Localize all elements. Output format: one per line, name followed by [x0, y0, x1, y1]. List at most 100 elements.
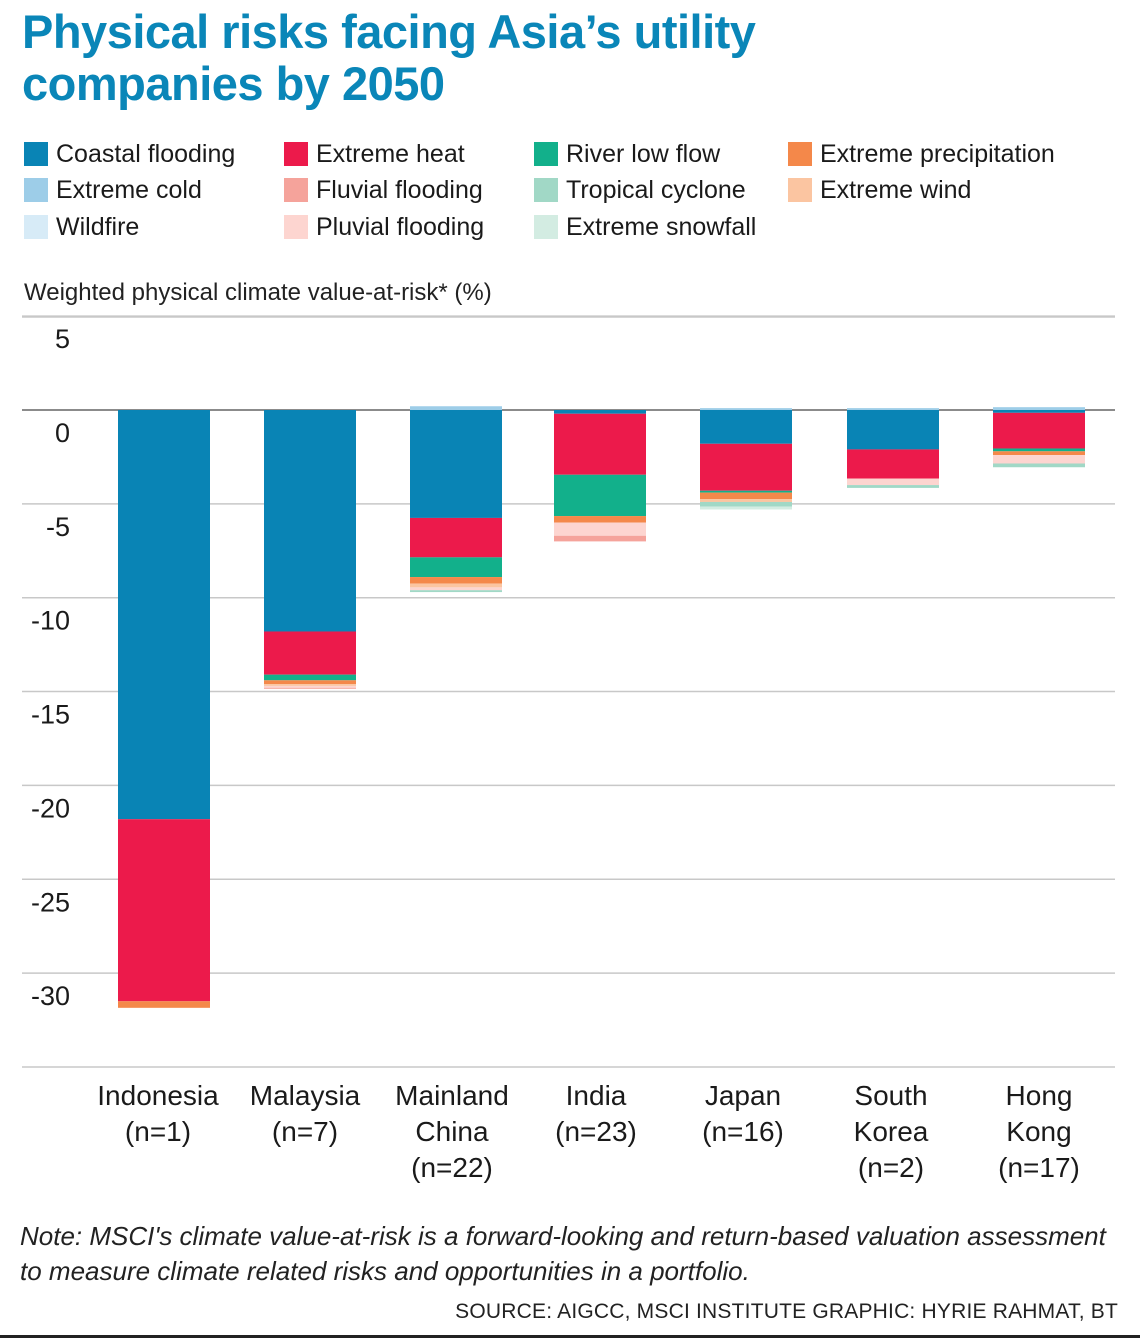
bar-segment-indonesia-extreme-heat — [118, 819, 210, 1002]
bar-segment-hong-kong-river-low-flow — [993, 448, 1085, 452]
legend-label: Tropical cyclone — [566, 175, 746, 204]
bar-segment-japan-extreme-precipitation — [700, 492, 792, 500]
bar-segment-malaysia-coastal-flooding — [264, 410, 356, 632]
chart-title: Physical risks facing Asia’s utility com… — [22, 5, 756, 110]
y-axis-label: Weighted physical climate value-at-risk*… — [24, 279, 492, 306]
legend-swatch — [284, 178, 308, 202]
bar-segment-south-korea-extreme-cold — [847, 408, 939, 410]
bar-segment-south-korea-coastal-flooding — [847, 410, 939, 450]
x-tick-label-line: Indonesia — [97, 1080, 219, 1111]
legend-label: Fluvial flooding — [316, 175, 483, 204]
y-tick-label: -20 — [31, 793, 70, 823]
bar-segment-malaysia-fluvial-flooding — [264, 687, 356, 689]
legend-item-tropical-cyclone: Tropical cyclone — [534, 174, 746, 206]
bar-segment-malaysia-extreme-precipitation — [264, 680, 356, 685]
legend-item-river-low-flow: River low flow — [534, 138, 720, 170]
x-tick-label-line: Malaysia — [249, 1080, 361, 1111]
y-tick-label: 5 — [55, 324, 70, 354]
y-tick-label: -15 — [31, 700, 70, 730]
x-tick-label-indonesia: Indonesia (n=1) — [83, 1078, 233, 1150]
bar-segment-japan-extreme-heat — [700, 443, 792, 491]
x-tick-label-line: India — [565, 1080, 627, 1111]
x-tick-label-malaysia: Malaysia (n=7) — [230, 1078, 380, 1150]
x-axis-labels: Indonesia (n=1) Malaysia (n=7) Mainland China… — [0, 1078, 1140, 1198]
legend-swatch — [788, 142, 812, 166]
source-credit: SOURCE: AIGCC, MSCI INSTITUTE GRAPHIC: H… — [455, 1300, 1118, 1323]
bar-segment-south-korea-pluvial-flooding — [847, 478, 939, 486]
x-tick-label-line: (n=2) — [857, 1152, 925, 1183]
legend-item-extreme-heat: Extreme heat — [284, 138, 465, 170]
bar-segment-south-korea-extreme-heat — [847, 449, 939, 479]
bar-segment-japan-tropical-cyclone — [700, 501, 792, 507]
bar-segment-hong-kong-extreme-cold — [993, 407, 1085, 410]
x-tick-label-line: Mainland — [395, 1080, 509, 1111]
bar-segment-malaysia-pluvial-flooding — [264, 685, 356, 688]
bar-segment-south-korea-tropical-cyclone — [847, 485, 939, 488]
legend-label: Pluvial flooding — [316, 212, 485, 241]
bottom-divider — [0, 1335, 1140, 1338]
bar-segment-mainland-china-extreme-precipitation — [410, 577, 502, 584]
bar-segment-india-extreme-heat — [554, 413, 646, 475]
x-tick-label-japan: Japan (n=16) — [668, 1078, 818, 1150]
legend-label: River low flow — [566, 139, 721, 168]
bar-segment-mainland-china-extreme-wind — [410, 583, 502, 588]
legend-item-extreme-precipitation: Extreme precipitation — [788, 138, 1055, 170]
legend-item-coastal-flooding: Coastal flooding — [24, 138, 235, 170]
bar-segment-india-extreme-precipitation — [554, 516, 646, 523]
legend-swatch — [284, 142, 308, 166]
legend-swatch — [788, 178, 812, 202]
bar-segment-mainland-china-extreme-cold — [410, 406, 502, 410]
bar-segment-mainland-china-pluvial-flooding — [410, 587, 502, 591]
legend-swatch — [534, 178, 558, 202]
bar-segment-india-coastal-flooding — [554, 410, 646, 414]
x-tick-label-line: China — [415, 1116, 489, 1147]
y-tick-label: -10 — [31, 606, 70, 636]
x-tick-label-line: (n=23) — [555, 1116, 637, 1147]
bar-segment-japan-extreme-snowfall — [700, 506, 792, 510]
x-tick-label-line: (n=1) — [124, 1116, 192, 1147]
bar-segment-india-fluvial-flooding — [554, 535, 646, 542]
bar-segment-malaysia-river-low-flow — [264, 674, 356, 681]
bar-segment-mainland-china-river-low-flow — [410, 557, 502, 578]
bar-segment-mainland-china-tropical-cyclone — [410, 590, 502, 593]
x-tick-label-line: Hong — [1005, 1080, 1073, 1111]
bar-segment-japan-extreme-cold — [700, 408, 792, 410]
legend-label: Coastal flooding — [56, 139, 236, 168]
legend-swatch — [24, 178, 48, 202]
x-tick-label-line: (n=22) — [411, 1152, 493, 1183]
bar-segment-indonesia-coastal-flooding — [118, 410, 210, 820]
bar-segment-malaysia-extreme-wind — [264, 684, 356, 686]
legend: Coastal flooding Extreme cold Wildfire Extr… — [24, 138, 1124, 248]
legend-label: Extreme precipitation — [820, 139, 1055, 168]
legend-item-fluvial-flooding: Fluvial flooding — [284, 174, 483, 206]
legend-item-wildfire: Wildfire — [24, 211, 139, 243]
bar-segment-hong-kong-coastal-flooding — [993, 410, 1085, 413]
legend-label: Extreme wind — [820, 175, 972, 204]
bar-segment-malaysia-extreme-heat — [264, 631, 356, 675]
legend-swatch — [284, 215, 308, 239]
bar-segment-india-river-low-flow — [554, 474, 646, 517]
bar-segment-hong-kong-extreme-heat — [993, 412, 1085, 449]
x-tick-label-south-korea: South Korea (n=2) — [816, 1078, 966, 1186]
x-tick-label-line: (n=7) — [271, 1116, 339, 1147]
y-tick-label: -5 — [46, 512, 70, 542]
note-text: Note: MSCI's climate value-at-risk is a … — [20, 1221, 1106, 1286]
y-tick-label: -25 — [31, 887, 70, 917]
bar-segment-mainland-china-coastal-flooding — [410, 410, 502, 518]
bar-segment-hong-kong-pluvial-flooding — [993, 455, 1085, 464]
legend-swatch — [534, 215, 558, 239]
legend-label: Extreme heat — [316, 139, 465, 168]
x-tick-label-line: Japan — [704, 1080, 782, 1111]
legend-label: Extreme cold — [56, 175, 202, 204]
x-tick-label-line: Korea — [853, 1116, 929, 1147]
x-tick-label-india: India (n=23) — [521, 1078, 671, 1150]
x-tick-label-line: (n=16) — [702, 1116, 784, 1147]
bar-segment-indonesia-extreme-precipitation — [118, 1001, 210, 1008]
chart-plot-area: 5 0 -5 -10 -15 -20 -25 -30 — [22, 315, 1115, 1068]
x-tick-label-hong-kong: Hong Kong (n=17) — [964, 1078, 1114, 1186]
legend-swatch — [24, 215, 48, 239]
x-tick-label-line: Kong — [1006, 1116, 1072, 1147]
bar-segment-india-pluvial-flooding — [554, 522, 646, 536]
x-tick-label-line: South — [854, 1080, 928, 1111]
y-tick-label: 0 — [55, 418, 70, 448]
